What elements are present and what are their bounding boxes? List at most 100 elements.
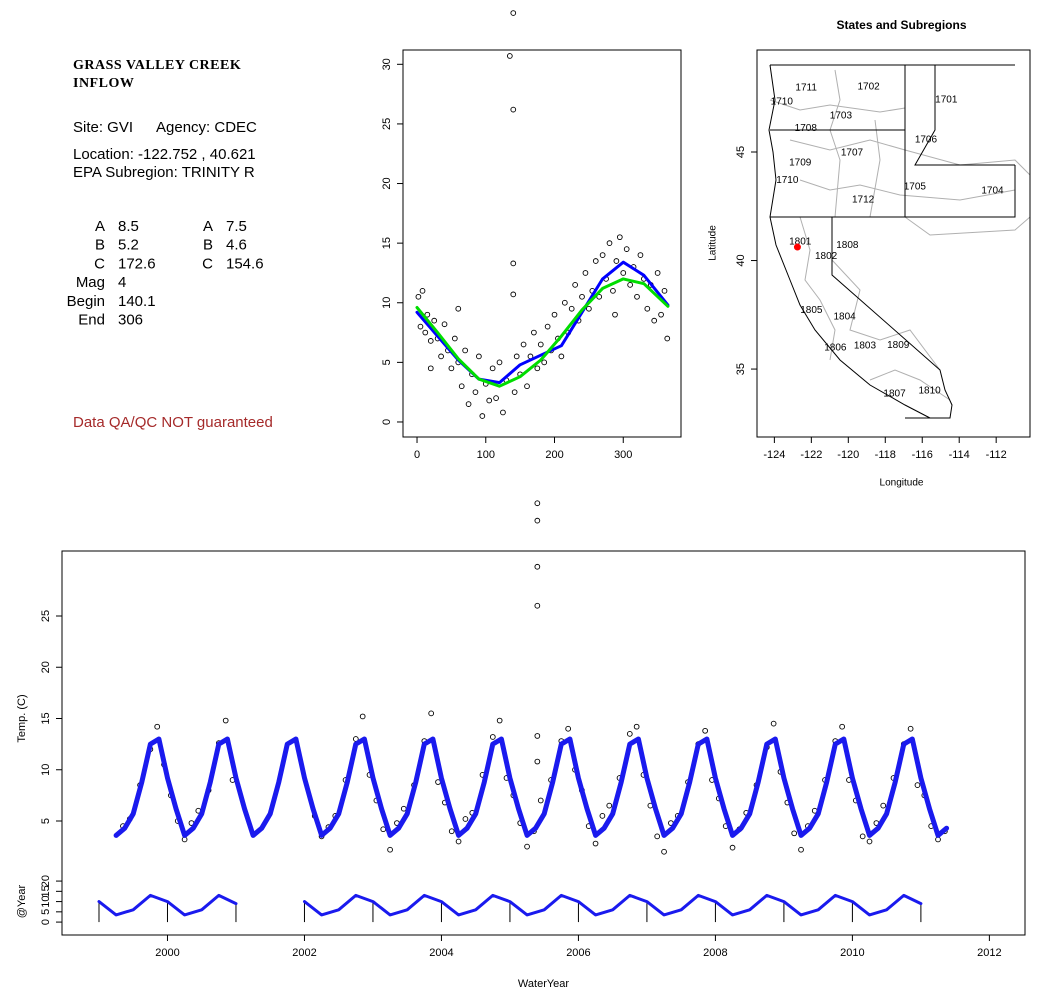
data-point: [654, 270, 661, 276]
region-label: 1701: [935, 95, 958, 106]
y-tick-label: 5: [381, 359, 393, 365]
location: Location: -122.752 , 40.621: [73, 146, 256, 163]
data-point: [907, 725, 914, 732]
data-point: [839, 723, 845, 730]
data-point: [798, 846, 804, 853]
region-label: 1708: [795, 123, 818, 134]
region-label: 1703: [830, 111, 853, 122]
data-point: [510, 10, 517, 16]
x-tick-label: 2010: [840, 947, 864, 959]
x-tick-label: -112: [986, 449, 1007, 461]
y-tick-label: 0: [381, 419, 393, 425]
param-name: C: [202, 255, 213, 272]
data-point: [544, 323, 551, 330]
y-axis-label: Temp. (C): [16, 694, 28, 742]
parameter-table: A 8.5 A 7.5 B 5.2 B 4.6 C 172.6 C 154.6 Mag 4 Begin 140…: [67, 218, 264, 329]
subregion-boundary: [799, 179, 1016, 201]
data-point: [428, 710, 435, 717]
fit-line: [97, 893, 923, 917]
data-point: [510, 291, 517, 298]
data-point: [599, 252, 606, 258]
data-point: [592, 258, 599, 264]
data-point: [431, 317, 438, 324]
data-point: [510, 106, 517, 113]
x-tick-label: -116: [912, 449, 933, 461]
data-point: [415, 293, 422, 300]
info-panel: GRASS VALLEY CREEK INFLOW Site: GVI Agen…: [67, 58, 273, 431]
data-point: [634, 293, 640, 300]
data-point: [524, 383, 530, 390]
region-label: 1710: [771, 97, 794, 108]
data-point: [486, 397, 493, 404]
data-point: [596, 293, 603, 300]
data-point: [534, 500, 541, 507]
data-point: [510, 260, 517, 267]
state-boundary: [770, 165, 1016, 218]
y-tick-label: 10: [40, 895, 52, 907]
data-point: [380, 826, 387, 833]
data-point: [462, 816, 469, 822]
data-point: [462, 347, 468, 354]
region-label: 1702: [858, 82, 881, 93]
data-point: [438, 353, 444, 360]
region-label: 1802: [815, 251, 838, 262]
data-point: [644, 305, 651, 312]
data-point: [613, 258, 620, 264]
data-point: [561, 299, 568, 306]
data-point: [702, 727, 708, 734]
data-point: [489, 734, 496, 740]
param-name: Mag: [76, 274, 105, 291]
subregion: EPA Subregion: TRINITY R: [73, 164, 255, 181]
data-point: [565, 725, 572, 732]
agency: Agency: CDEC: [156, 119, 257, 136]
data-point: [582, 270, 589, 276]
y-tick-label: 15: [381, 237, 393, 249]
param-name: B: [203, 237, 213, 254]
region-label: 1704: [981, 186, 1004, 197]
data-point: [914, 782, 921, 788]
data-point: [586, 305, 592, 312]
region-label: 1705: [904, 181, 927, 192]
data-point: [534, 517, 541, 524]
data-point: [422, 329, 429, 336]
data-point: [599, 813, 606, 819]
y-tick-label: 30: [381, 58, 393, 70]
param-value: 8.5: [118, 218, 139, 235]
data-point: [493, 395, 499, 401]
y-tick-label: 25: [381, 118, 393, 130]
region-label: 1805: [800, 305, 823, 316]
data-point: [534, 602, 541, 609]
data-point: [496, 717, 503, 724]
state-boundary: [914, 65, 1015, 166]
data-point: [606, 240, 613, 246]
data-point: [637, 252, 644, 258]
subregion-boundary: [831, 259, 941, 371]
data-point: [592, 840, 599, 847]
param-value: 306: [118, 311, 143, 328]
param-name: B: [95, 237, 105, 254]
data-point: [511, 389, 518, 396]
x-axis-label: WaterYear: [518, 978, 569, 990]
param-name: End: [78, 311, 105, 328]
data-point: [791, 830, 798, 837]
data-point: [620, 270, 627, 276]
data-point: [500, 409, 506, 416]
data-point: [880, 802, 887, 809]
subregion-boundary: [829, 69, 841, 218]
param-value: 172.6: [118, 255, 156, 272]
y-tick-label: 45: [735, 146, 747, 158]
data-point: [427, 338, 434, 344]
region-label: 1810: [919, 385, 942, 396]
y-tick-label: 20: [381, 177, 393, 189]
data-point: [455, 838, 462, 845]
data-point: [534, 563, 541, 570]
x-tick-label: 2002: [292, 947, 316, 959]
data-point: [359, 713, 366, 720]
y-axis-label: Latitude: [708, 225, 719, 261]
data-point: [661, 287, 668, 294]
plot-frame: [756, 49, 1031, 438]
y-tick-label: 0: [40, 919, 52, 925]
data-point: [606, 802, 613, 809]
